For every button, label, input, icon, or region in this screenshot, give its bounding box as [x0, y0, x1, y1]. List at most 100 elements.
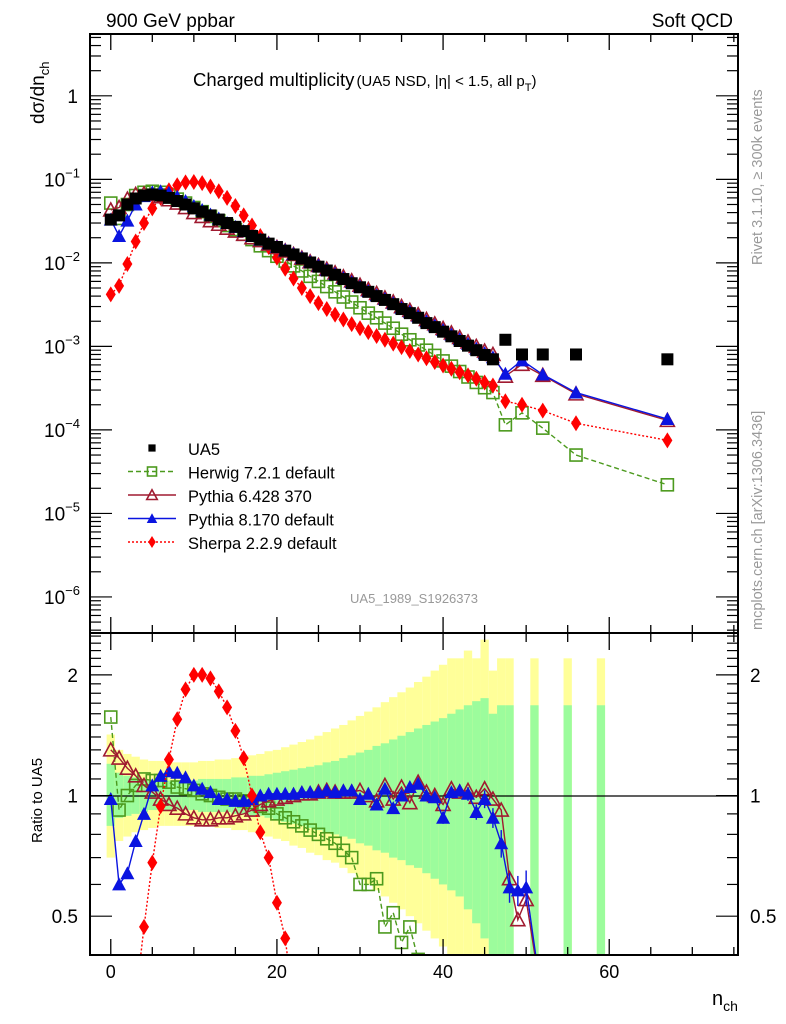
- data-point: [344, 850, 359, 865]
- data-point: [378, 920, 392, 934]
- x-axis-label-main: n: [712, 988, 723, 1010]
- data-point: [336, 290, 351, 304]
- ratio-y-tick-label-left: 2: [67, 666, 78, 687]
- data-point: [222, 189, 233, 206]
- data-point: [502, 880, 517, 894]
- data-point: [220, 792, 235, 806]
- data-point: [131, 991, 141, 1007]
- band-inner: [189, 780, 198, 811]
- data-point: [328, 285, 342, 299]
- chart-subtitle-end: ): [531, 73, 536, 90]
- data-point: [569, 385, 583, 399]
- legend-marker: [146, 466, 158, 477]
- data-point: [102, 741, 120, 757]
- chart-subtitle: (UA5 NSD, |η| < 1.5, all p: [356, 73, 524, 90]
- data-point: [137, 806, 151, 820]
- data-point: [535, 421, 550, 435]
- data-point: [113, 209, 126, 222]
- data-point: [139, 918, 149, 935]
- data-point: [114, 277, 125, 294]
- band-inner: [530, 705, 539, 955]
- data-point: [303, 823, 317, 837]
- data-point: [120, 788, 135, 803]
- data-point: [188, 666, 199, 683]
- legend-label: Sherpa 2.2.9 default: [188, 535, 337, 553]
- data-point: [311, 827, 326, 842]
- rivet-version-label: Rivet 3.1.10, ≥ 300k events: [750, 89, 766, 265]
- data-point: [180, 174, 191, 191]
- ratio-series-sherpa-2-2-9-default: [131, 666, 299, 1013]
- data-point: [404, 343, 415, 360]
- legend-marker: [148, 536, 156, 548]
- data-point: [289, 997, 299, 1013]
- data-point: [660, 412, 675, 426]
- main-y-axis-label-main: dσ/dn: [28, 75, 49, 124]
- ratio-y-tick-label-left: 0.5: [52, 907, 78, 928]
- legend: UA5 Herwig 7.2.1 default Pythia 6.428 370 P…: [128, 441, 337, 553]
- band-inner: [480, 698, 489, 939]
- data-point: [377, 781, 392, 795]
- data-point: [161, 764, 176, 778]
- data-point: [127, 767, 145, 783]
- data-point: [286, 814, 301, 829]
- data-point: [230, 722, 241, 739]
- header-right-label: Soft QCD: [652, 11, 733, 32]
- legend-label: UA5: [188, 441, 220, 459]
- data-point: [519, 880, 534, 894]
- data-point: [454, 364, 465, 381]
- data-point: [536, 348, 549, 361]
- analysis-id-label: UA5_1989_S1926373: [350, 591, 478, 606]
- legend-label: Herwig 7.2.1 default: [188, 465, 335, 483]
- data-point: [170, 765, 185, 779]
- data-point: [319, 831, 334, 846]
- data-point: [363, 324, 374, 341]
- data-point: [172, 711, 183, 728]
- chart-title-main: Charged multiplicity: [193, 69, 355, 90]
- ratio-uncertainty-bands: [106, 639, 606, 955]
- data-point: [396, 339, 407, 356]
- data-point: [346, 316, 357, 333]
- data-point: [119, 759, 136, 776]
- data-point: [369, 871, 384, 886]
- data-point: [128, 834, 143, 848]
- data-point: [361, 306, 376, 320]
- data-point: [486, 353, 499, 366]
- data-point: [328, 836, 342, 851]
- band-inner: [455, 709, 464, 897]
- data-point: [371, 328, 382, 345]
- data-point: [222, 699, 233, 716]
- data-point: [271, 894, 282, 911]
- data-point: [571, 415, 581, 432]
- data-point: [145, 778, 160, 792]
- chart-subtitle-subscript: T: [525, 82, 532, 94]
- data-point: [517, 396, 527, 413]
- ratio-series-pythia-8-170-default: [103, 764, 537, 955]
- data-point: [394, 788, 409, 802]
- band-inner: [563, 705, 572, 955]
- band-inner: [505, 705, 514, 955]
- main-series-ua5: [104, 188, 674, 366]
- x-axis-label-sub: ch: [723, 998, 738, 1014]
- data-point: [494, 836, 509, 850]
- y-tick-label: 10−4: [44, 416, 80, 442]
- data-point: [429, 354, 440, 371]
- data-point: [311, 274, 326, 289]
- data-point: [500, 393, 511, 410]
- data-point: [143, 783, 161, 799]
- data-point: [205, 670, 216, 687]
- data-point: [103, 710, 118, 724]
- data-point: [411, 776, 426, 790]
- data-point: [155, 798, 166, 815]
- main-series-group: [102, 173, 676, 492]
- data-point: [238, 207, 249, 224]
- data-point: [344, 783, 359, 797]
- data-point: [313, 295, 324, 312]
- data-point: [243, 801, 261, 817]
- data-point: [438, 357, 449, 374]
- band-inner: [380, 743, 390, 853]
- data-point: [255, 824, 266, 841]
- data-point: [105, 286, 116, 303]
- ratio-y-axis-label: Ratio to UA5: [29, 758, 46, 843]
- x-tick-label: 40: [433, 962, 453, 982]
